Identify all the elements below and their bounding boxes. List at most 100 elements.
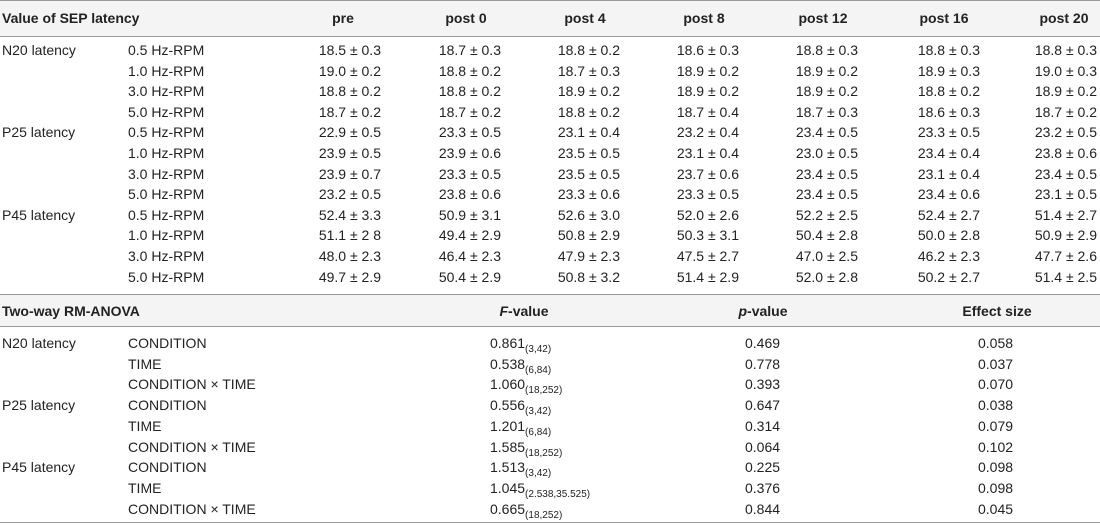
table-cell: 18.8 ± 0.2 <box>557 104 620 120</box>
factor-label: TIME <box>128 356 162 372</box>
table-cell: 18.6 ± 0.3 <box>676 42 739 58</box>
table-cell: 23.4 ± 0.5 <box>795 186 858 202</box>
condition-label: 1.0 Hz-RPM <box>128 63 205 79</box>
condition-label: 3.0 Hz-RPM <box>128 248 205 264</box>
table-cell: 18.7 ± 0.3 <box>795 104 858 120</box>
table-cell: 23.5 ± 0.5 <box>557 145 620 161</box>
table-cell: 47.0 ± 2.5 <box>795 248 858 264</box>
group-label: P45 latency <box>2 207 76 223</box>
f-value: 0.556 <box>490 397 526 413</box>
f-value-cell: 0.538(6,84) <box>490 356 551 379</box>
table-cell: 18.8 ± 0.2 <box>917 83 980 99</box>
table-cell: 18.9 ± 0.2 <box>795 83 858 99</box>
col-header-post4: post 4 <box>564 10 606 26</box>
table-cell: 23.0 ± 0.5 <box>795 145 858 161</box>
table-cell: 18.7 ± 0.3 <box>438 42 501 58</box>
f-value: 1.060 <box>490 376 526 392</box>
table-cell: 18.9 ± 0.2 <box>676 63 739 79</box>
table-cell: 23.1 ± 0.4 <box>557 124 620 140</box>
condition-label: 0.5 Hz-RPM <box>128 124 205 140</box>
f-value-cell: 1.585(18,252) <box>490 439 562 462</box>
table-cell: 23.1 ± 0.4 <box>917 166 980 182</box>
table-cell: 51.4 ± 2.5 <box>1034 269 1097 285</box>
anova-table-title: Two-way RM-ANOVA <box>2 303 140 319</box>
table-cell: 23.4 ± 0.6 <box>917 186 980 202</box>
table-cell: 23.3 ± 0.5 <box>676 186 739 202</box>
condition-label: 0.5 Hz-RPM <box>128 42 205 58</box>
col-header-post12: post 12 <box>798 10 848 26</box>
degrees-of-freedom: (6,84) <box>525 364 552 376</box>
col-header-post16: post 16 <box>919 10 969 26</box>
table-cell: 23.3 ± 0.5 <box>438 166 501 182</box>
factor-label: CONDITION × TIME <box>128 501 256 517</box>
table-cell: 23.9 ± 0.6 <box>438 145 501 161</box>
rule-anova-top <box>0 294 1100 295</box>
degrees-of-freedom: (18,252) <box>525 447 563 459</box>
degrees-of-freedom: (6,84) <box>525 426 552 438</box>
f-value-cell: 0.665(18,252) <box>490 501 562 524</box>
p-value-cell: 0.376 <box>745 480 781 496</box>
table-cell: 18.7 ± 0.2 <box>1034 104 1097 120</box>
degrees-of-freedom: (18,252) <box>525 384 563 396</box>
table-cell: 23.4 ± 0.4 <box>917 145 980 161</box>
factor-label: CONDITION × TIME <box>128 439 256 455</box>
table-cell: 23.5 ± 0.5 <box>557 166 620 182</box>
table-cell: 50.3 ± 3.1 <box>676 227 739 243</box>
p-value-cell: 0.314 <box>745 418 781 434</box>
effect-size-cell: 0.038 <box>978 397 1014 413</box>
condition-label: 5.0 Hz-RPM <box>128 269 205 285</box>
p-value-cell: 0.778 <box>745 356 781 372</box>
group-label: N20 latency <box>2 42 76 58</box>
rule-anova-header-bottom <box>0 326 1100 327</box>
col-header-post20: post 20 <box>1039 10 1089 26</box>
f-value: 0.665 <box>490 501 526 517</box>
degrees-of-freedom: (2.538,35.525) <box>525 488 591 500</box>
effect-size-cell: 0.102 <box>978 439 1014 455</box>
table-cell: 23.3 ± 0.6 <box>557 186 620 202</box>
condition-label: 5.0 Hz-RPM <box>128 104 205 120</box>
table-cell: 18.9 ± 0.2 <box>795 63 858 79</box>
effect-size-cell: 0.079 <box>978 418 1014 434</box>
sep-table-title: Value of SEP latency <box>2 10 140 26</box>
f-value: 0.861 <box>490 335 526 351</box>
table-cell: 47.5 ± 2.7 <box>676 248 739 264</box>
condition-label: 3.0 Hz-RPM <box>128 83 205 99</box>
col-header-post0: post 0 <box>445 10 487 26</box>
p-value-cell: 0.393 <box>745 376 781 392</box>
table-cell: 18.9 ± 0.3 <box>917 63 980 79</box>
col-header-effect-size: Effect size <box>962 303 1032 319</box>
table-cell: 18.7 ± 0.2 <box>318 104 381 120</box>
table-cell: 50.9 ± 2.9 <box>1034 227 1097 243</box>
table-cell: 18.8 ± 0.2 <box>438 83 501 99</box>
factor-label: TIME <box>128 418 162 434</box>
col-header-p-value: p-value <box>738 303 788 319</box>
rule-top <box>0 0 1100 1</box>
effect-size-cell: 0.058 <box>978 335 1014 351</box>
rule-bottom <box>0 522 1100 523</box>
table-cell: 51.4 ± 2.9 <box>676 269 739 285</box>
f-value-cell: 1.513(3,42) <box>490 459 551 482</box>
table-cell: 18.6 ± 0.3 <box>917 104 980 120</box>
group-label: N20 latency <box>2 335 76 351</box>
f-value-cell: 0.556(3,42) <box>490 397 551 420</box>
table-cell: 47.7 ± 2.6 <box>1034 248 1097 264</box>
table-cell: 18.8 ± 0.3 <box>1034 42 1097 58</box>
table-cell: 18.8 ± 0.3 <box>795 42 858 58</box>
factor-label: CONDITION <box>128 459 207 475</box>
table-cell: 22.9 ± 0.5 <box>318 124 381 140</box>
p-value-cell: 0.064 <box>745 439 781 455</box>
table-cell: 23.8 ± 0.6 <box>1034 145 1097 161</box>
table-cell: 23.7 ± 0.6 <box>676 166 739 182</box>
f-value-cell: 1.060(18,252) <box>490 376 562 399</box>
f-value: 0.538 <box>490 356 526 372</box>
f-value-cell: 0.861(3,42) <box>490 335 551 358</box>
table-cell: 18.7 ± 0.3 <box>557 63 620 79</box>
table-cell: 47.9 ± 2.3 <box>557 248 620 264</box>
condition-label: 0.5 Hz-RPM <box>128 207 205 223</box>
col-header-post8: post 8 <box>683 10 725 26</box>
table-cell: 51.1 ± 2 8 <box>318 227 381 243</box>
table-cell: 23.4 ± 0.5 <box>795 124 858 140</box>
condition-label: 3.0 Hz-RPM <box>128 166 205 182</box>
table-cell: 18.9 ± 0.2 <box>676 83 739 99</box>
